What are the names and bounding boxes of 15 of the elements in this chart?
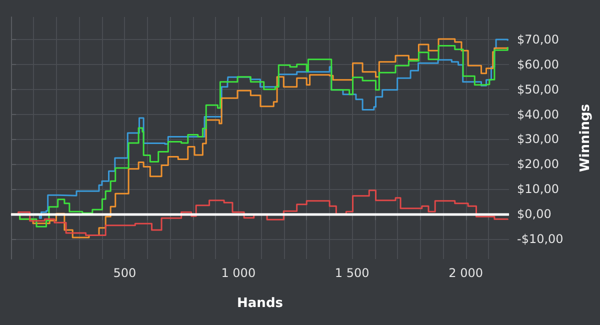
x-axis-title: Hands [237,296,284,311]
x-tick-label: 500 [113,266,136,280]
y-tick-label: $20,00 [517,157,559,172]
y-tick-label: $60,00 [517,57,559,72]
y-tick-label: $10,00 [517,182,559,196]
y-tick-label: $0,00 [517,207,552,222]
x-tick-label: 1 000 [221,266,256,280]
y-tick-label: -$10,00 [517,232,564,246]
y-axis-title: Winnings [578,104,593,172]
y-tick-label: $70,00 [517,32,559,46]
y-tick-label: $50,00 [517,82,559,96]
x-tick-label: 1 500 [334,266,370,280]
y-tick-label: $30,00 [517,132,559,146]
x-tick-label: 2 000 [448,266,483,280]
y-tick-label: $40,00 [517,107,559,122]
